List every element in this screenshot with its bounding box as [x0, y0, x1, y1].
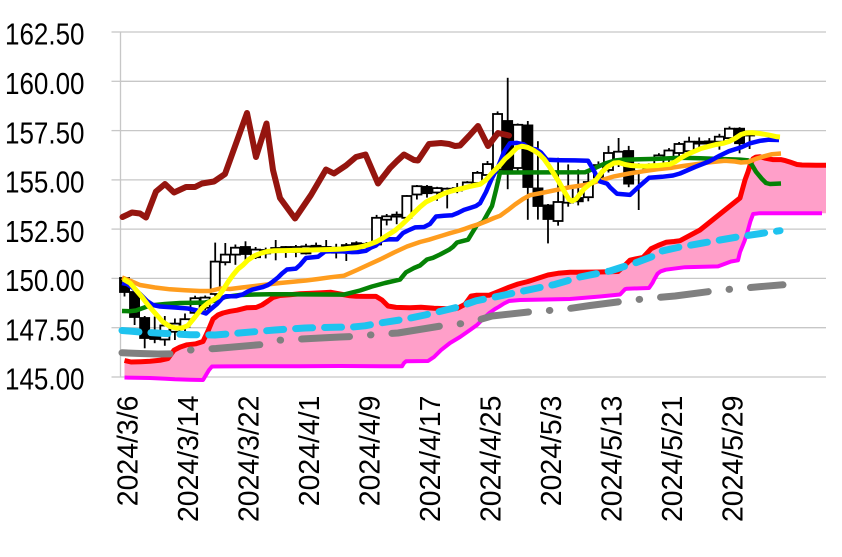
svg-text:157.50: 157.50 — [5, 116, 85, 150]
svg-text:147.50: 147.50 — [5, 313, 85, 347]
svg-text:162.50: 162.50 — [5, 18, 85, 52]
svg-text:2024/5/13: 2024/5/13 — [597, 396, 629, 522]
svg-text:152.50: 152.50 — [5, 215, 85, 249]
svg-text:2024/3/14: 2024/3/14 — [173, 396, 205, 522]
svg-text:160.00: 160.00 — [5, 67, 85, 101]
svg-text:2024/4/25: 2024/4/25 — [476, 396, 508, 522]
svg-text:145.00: 145.00 — [5, 363, 85, 397]
svg-text:2024/4/1: 2024/4/1 — [294, 396, 326, 507]
svg-text:2024/4/9: 2024/4/9 — [355, 396, 387, 507]
svg-text:2024/4/17: 2024/4/17 — [415, 396, 447, 522]
svg-text:155.00: 155.00 — [5, 166, 85, 200]
svg-text:2024/5/3: 2024/5/3 — [536, 396, 568, 507]
svg-text:2024/5/21: 2024/5/21 — [657, 396, 689, 522]
svg-text:2024/5/29: 2024/5/29 — [718, 396, 750, 522]
svg-text:2024/3/6: 2024/3/6 — [113, 396, 145, 507]
svg-text:150.00: 150.00 — [5, 264, 85, 298]
svg-text:2024/3/22: 2024/3/22 — [234, 396, 266, 522]
